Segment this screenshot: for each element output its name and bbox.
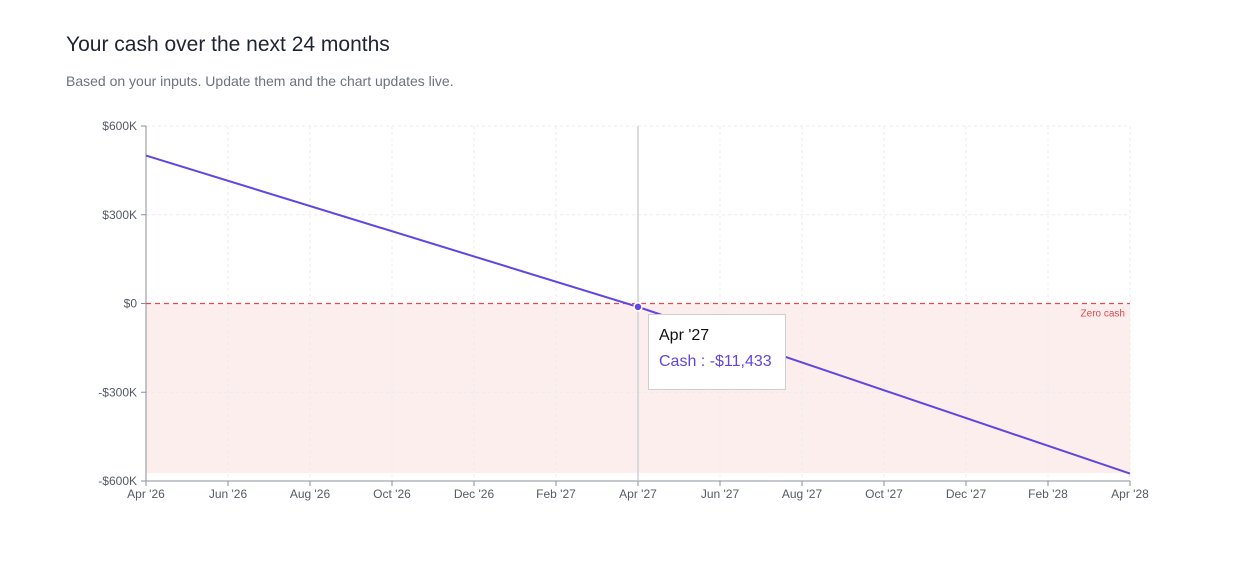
x-tick-label: Jun '26	[209, 487, 248, 501]
y-tick-label: $600K	[102, 119, 137, 133]
x-tick-label: Aug '26	[290, 487, 331, 501]
x-tick-label: Apr '27	[619, 487, 657, 501]
chart-title: Your cash over the next 24 months	[66, 33, 390, 56]
x-tick-label: Feb '27	[536, 487, 576, 501]
chart-subtitle: Based on your inputs. Update them and th…	[66, 73, 454, 89]
y-tick-label: -$300K	[98, 385, 137, 399]
x-tick-label: Dec '26	[454, 487, 495, 501]
chart-tooltip: Apr '27 Cash : -$11,433	[648, 314, 786, 390]
tooltip-value: Cash : -$11,433	[659, 353, 772, 370]
x-tick-label: Aug '27	[782, 487, 823, 501]
y-tick-label: -$600K	[98, 474, 137, 488]
x-tick-label: Oct '26	[373, 487, 411, 501]
zero-cash-label: Zero cash	[1081, 309, 1125, 320]
active-data-point[interactable]	[633, 302, 643, 312]
x-tick-label: Apr '28	[1111, 487, 1149, 501]
x-tick-label: Dec '27	[946, 487, 987, 501]
y-tick-label: $0	[124, 297, 138, 311]
y-tick-label: $300K	[102, 208, 137, 222]
x-tick-label: Feb '28	[1028, 487, 1068, 501]
x-tick-label: Oct '27	[865, 487, 903, 501]
x-tick-label: Jun '27	[701, 487, 740, 501]
x-tick-label: Apr '26	[127, 487, 165, 501]
tooltip-label: Apr '27	[659, 327, 710, 344]
